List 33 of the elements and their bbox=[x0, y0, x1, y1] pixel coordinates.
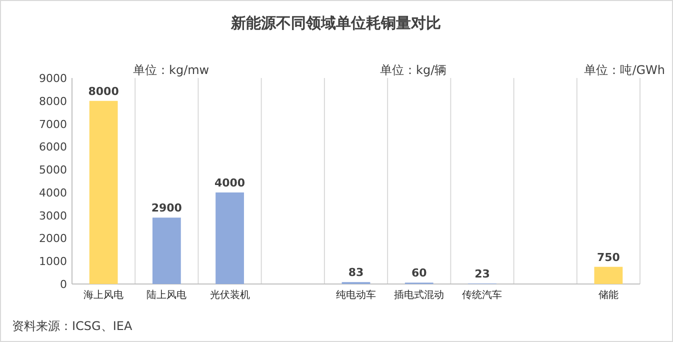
y-tick-label: 4000 bbox=[39, 186, 67, 200]
data-label: 4000 bbox=[214, 176, 246, 190]
y-tick-label: 0 bbox=[60, 278, 67, 291]
x-tick-label: 陆上风电 bbox=[146, 289, 187, 301]
y-tick-label: 9000 bbox=[39, 72, 67, 85]
x-tick-label: 光伏装机 bbox=[210, 289, 250, 301]
y-tick-label: 1000 bbox=[39, 255, 67, 268]
y-tick-label: 6000 bbox=[39, 140, 67, 154]
data-label: 2900 bbox=[151, 202, 182, 215]
y-tick-label: 7000 bbox=[39, 118, 67, 131]
data-label: 8000 bbox=[88, 84, 120, 98]
y-tick-label: 2000 bbox=[39, 232, 67, 246]
x-tick-label: 传统汽车 bbox=[462, 289, 502, 301]
x-tick-label: 纯电动车 bbox=[336, 289, 376, 301]
y-tick-label: 5000 bbox=[39, 164, 67, 177]
y-tick-label: 3000 bbox=[39, 209, 67, 222]
data-label: 23 bbox=[474, 267, 490, 280]
text: 单位：吨/GWh bbox=[584, 63, 665, 77]
bar bbox=[216, 192, 244, 284]
data-label: 750 bbox=[596, 250, 620, 264]
bar bbox=[152, 218, 181, 284]
chart-title: 新能源不同领域单位耗铜量对比 bbox=[230, 14, 441, 32]
y-tick-label: 8000 bbox=[39, 94, 67, 108]
x-tick-label: 插电式混动 bbox=[394, 289, 444, 301]
text: 资料来源：ICSG、IEA bbox=[12, 319, 133, 333]
text: 单位：kg/mw bbox=[133, 63, 210, 77]
x-tick-label: 海上风电 bbox=[84, 289, 124, 301]
text: 单位：kg/辆 bbox=[380, 63, 447, 77]
x-tick-label: 储能 bbox=[598, 289, 618, 301]
data-label: 83 bbox=[348, 266, 364, 280]
bar bbox=[594, 266, 623, 284]
bar bbox=[89, 100, 118, 284]
data-label: 60 bbox=[411, 266, 428, 280]
